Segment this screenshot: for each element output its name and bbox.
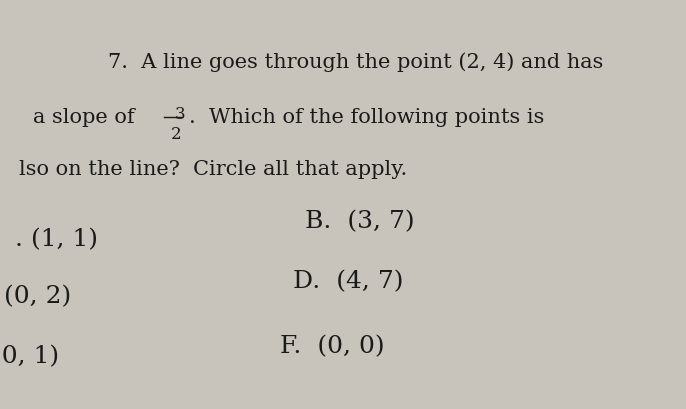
- Text: B.  (3, 7): B. (3, 7): [305, 209, 414, 232]
- Text: F.  (0, 0): F. (0, 0): [281, 334, 385, 357]
- Text: a slope of: a slope of: [34, 108, 142, 127]
- Text: 2: 2: [171, 126, 182, 143]
- Text: lso on the line?  Circle all that apply.: lso on the line? Circle all that apply.: [19, 160, 407, 179]
- Text: D.  (4, 7): D. (4, 7): [293, 270, 403, 292]
- Text: 3: 3: [175, 106, 185, 123]
- Text: . (1, 1): . (1, 1): [15, 227, 98, 250]
- Text: 7.  A line goes through the point (2, 4) and has: 7. A line goes through the point (2, 4) …: [108, 52, 603, 72]
- Text: (0, 2): (0, 2): [3, 284, 71, 307]
- Text: (0, 1): (0, 1): [0, 344, 59, 367]
- Text: .  Which of the following points is: . Which of the following points is: [189, 108, 544, 127]
